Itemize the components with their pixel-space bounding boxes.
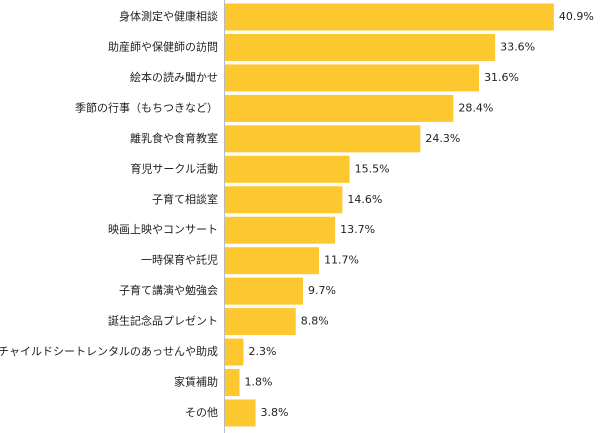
value-label: 33.6% bbox=[500, 40, 535, 53]
bar bbox=[225, 277, 303, 305]
value-label: 31.6% bbox=[484, 71, 519, 84]
value-label: 15.5% bbox=[355, 162, 390, 175]
category-label: 季節の行事（もちつきなど） bbox=[75, 100, 218, 114]
bar bbox=[225, 399, 256, 427]
category-label: チャイルドシートレンタルのあっせんや助成 bbox=[0, 344, 218, 358]
value-label: 24.3% bbox=[425, 132, 460, 145]
category-label: 絵本の読み聞かせ bbox=[130, 70, 218, 84]
value-label: 11.7% bbox=[324, 254, 359, 267]
bar bbox=[225, 186, 343, 214]
category-label: その他 bbox=[185, 406, 218, 419]
category-label: 助産師や保健師の訪問 bbox=[108, 39, 218, 53]
value-label: 14.6% bbox=[347, 193, 382, 206]
category-label: 離乳食や食育教室 bbox=[130, 131, 218, 145]
bar bbox=[225, 94, 454, 122]
bar bbox=[225, 338, 244, 366]
category-label: 誕生記念品プレゼント bbox=[108, 314, 218, 328]
bar bbox=[225, 308, 296, 336]
value-label: 9.7% bbox=[308, 284, 336, 297]
category-label: 映画上映やコンサート bbox=[108, 223, 218, 236]
category-label: 育児サークル活動 bbox=[130, 161, 218, 175]
bar bbox=[225, 3, 554, 31]
value-label: 13.7% bbox=[340, 223, 375, 236]
value-label: 1.8% bbox=[244, 376, 272, 389]
category-label: 一時保育や託児 bbox=[141, 253, 218, 267]
bar bbox=[225, 125, 421, 153]
bar bbox=[225, 33, 496, 61]
bar bbox=[225, 155, 350, 183]
category-label: 子育て相談室 bbox=[152, 192, 218, 206]
value-label: 28.4% bbox=[458, 101, 493, 114]
category-label: 身体測定や健康相談 bbox=[119, 9, 218, 23]
bar bbox=[225, 247, 320, 275]
value-label: 8.8% bbox=[301, 315, 329, 328]
value-label: 3.8% bbox=[261, 406, 289, 419]
bar bbox=[225, 369, 240, 397]
category-label: 子育て講演や勉強会 bbox=[119, 283, 218, 297]
category-label: 家賃補助 bbox=[174, 375, 218, 389]
bar bbox=[225, 216, 336, 244]
bar bbox=[225, 64, 480, 92]
value-label: 2.3% bbox=[248, 345, 276, 358]
value-label: 40.9% bbox=[559, 10, 594, 23]
